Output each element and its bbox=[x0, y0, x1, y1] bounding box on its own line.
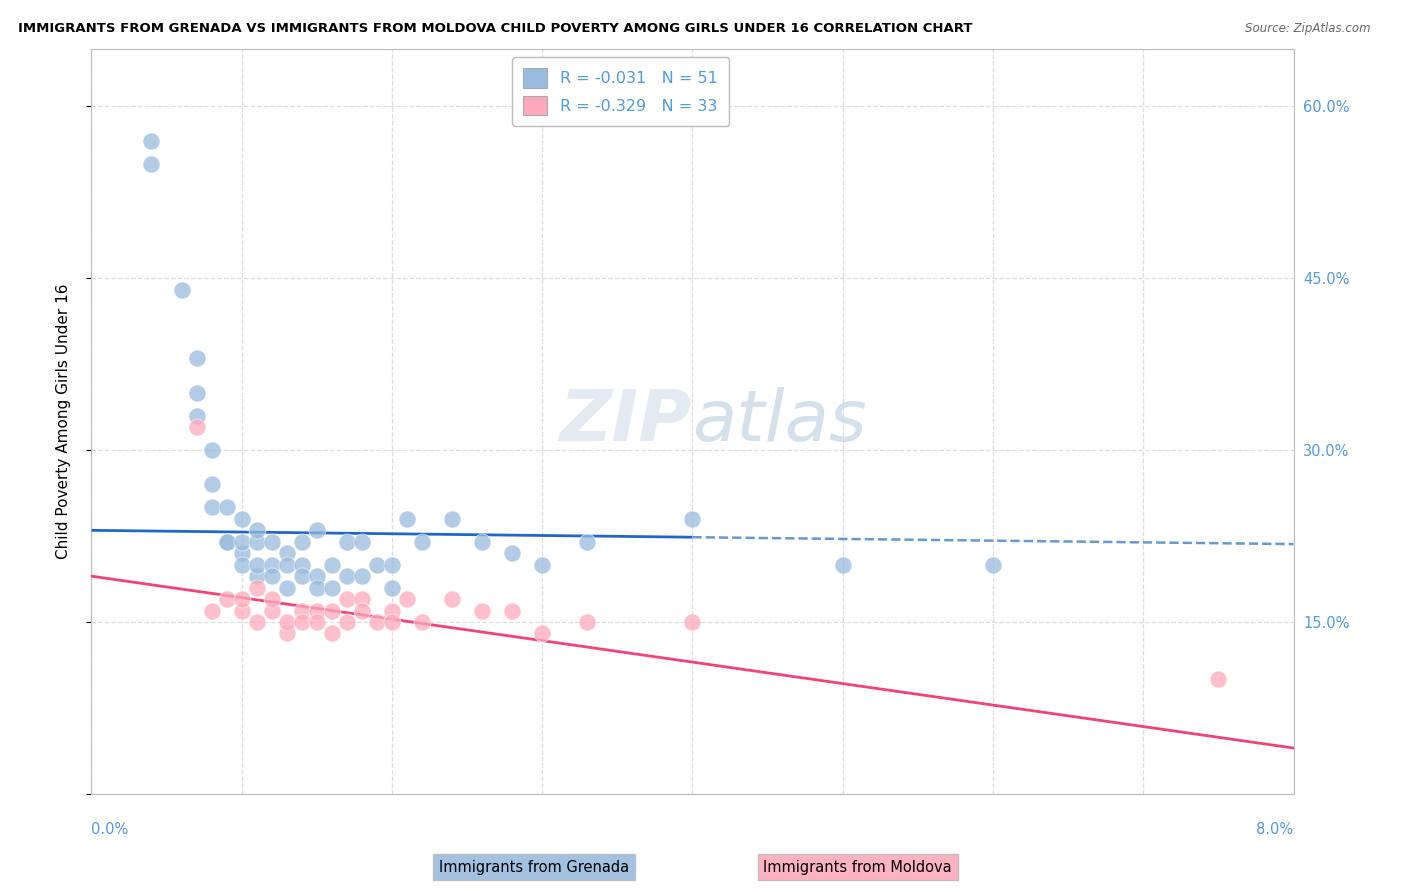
Point bbox=[276, 546, 298, 560]
Point bbox=[321, 603, 343, 617]
Point bbox=[411, 534, 433, 549]
Point bbox=[350, 603, 373, 617]
Point bbox=[440, 512, 463, 526]
Text: 8.0%: 8.0% bbox=[1257, 822, 1294, 837]
Point bbox=[350, 592, 373, 607]
Point bbox=[231, 592, 253, 607]
Point bbox=[395, 592, 418, 607]
Point bbox=[246, 534, 269, 549]
Point bbox=[246, 558, 269, 572]
Point bbox=[305, 603, 328, 617]
Point bbox=[411, 615, 433, 629]
Point bbox=[681, 512, 703, 526]
Point bbox=[831, 558, 853, 572]
Point bbox=[201, 443, 224, 458]
Legend: R = -0.031   N = 51, R = -0.329   N = 33: R = -0.031 N = 51, R = -0.329 N = 33 bbox=[512, 57, 728, 127]
Point bbox=[186, 420, 208, 434]
Point bbox=[186, 385, 208, 400]
Point bbox=[321, 626, 343, 640]
Point bbox=[291, 558, 314, 572]
Point bbox=[291, 615, 314, 629]
Text: Immigrants from Moldova: Immigrants from Moldova bbox=[763, 860, 952, 874]
Point bbox=[291, 534, 314, 549]
Point bbox=[576, 534, 599, 549]
Point bbox=[336, 534, 359, 549]
Point bbox=[305, 569, 328, 583]
Point bbox=[350, 569, 373, 583]
Point bbox=[215, 534, 238, 549]
Point bbox=[336, 615, 359, 629]
Point bbox=[246, 524, 269, 538]
Point bbox=[440, 592, 463, 607]
Text: atlas: atlas bbox=[692, 387, 868, 456]
Point bbox=[321, 581, 343, 595]
Point bbox=[215, 592, 238, 607]
Point bbox=[231, 546, 253, 560]
Point bbox=[260, 558, 283, 572]
Point bbox=[471, 603, 494, 617]
Point bbox=[471, 534, 494, 549]
Point bbox=[276, 615, 298, 629]
Point bbox=[381, 558, 404, 572]
Point bbox=[141, 156, 163, 170]
Point bbox=[381, 603, 404, 617]
Point bbox=[201, 477, 224, 491]
Point bbox=[215, 500, 238, 515]
Point bbox=[231, 534, 253, 549]
Text: IMMIGRANTS FROM GRENADA VS IMMIGRANTS FROM MOLDOVA CHILD POVERTY AMONG GIRLS UND: IMMIGRANTS FROM GRENADA VS IMMIGRANTS FR… bbox=[18, 22, 973, 36]
Text: Immigrants from Grenada: Immigrants from Grenada bbox=[439, 860, 630, 874]
Point bbox=[681, 615, 703, 629]
Point bbox=[291, 603, 314, 617]
Point bbox=[260, 592, 283, 607]
Y-axis label: Child Poverty Among Girls Under 16: Child Poverty Among Girls Under 16 bbox=[56, 284, 70, 559]
Point bbox=[305, 581, 328, 595]
Point bbox=[501, 603, 523, 617]
Point bbox=[276, 626, 298, 640]
Point bbox=[366, 615, 388, 629]
Point bbox=[321, 558, 343, 572]
Text: Source: ZipAtlas.com: Source: ZipAtlas.com bbox=[1246, 22, 1371, 36]
Point bbox=[531, 558, 554, 572]
Point bbox=[381, 615, 404, 629]
Point bbox=[186, 409, 208, 423]
Point bbox=[231, 512, 253, 526]
Point bbox=[336, 569, 359, 583]
Point bbox=[981, 558, 1004, 572]
Point bbox=[246, 569, 269, 583]
Point bbox=[260, 603, 283, 617]
Point bbox=[246, 581, 269, 595]
Point bbox=[201, 500, 224, 515]
Text: ZIP: ZIP bbox=[560, 387, 692, 456]
Point bbox=[246, 615, 269, 629]
Point bbox=[1208, 673, 1230, 687]
Point bbox=[531, 626, 554, 640]
Point bbox=[231, 603, 253, 617]
Point bbox=[260, 534, 283, 549]
Point bbox=[336, 592, 359, 607]
Point bbox=[201, 603, 224, 617]
Point bbox=[305, 615, 328, 629]
Point bbox=[170, 283, 193, 297]
Point bbox=[366, 558, 388, 572]
Point bbox=[260, 569, 283, 583]
Point bbox=[141, 134, 163, 148]
Point bbox=[501, 546, 523, 560]
Point bbox=[186, 351, 208, 366]
Text: 0.0%: 0.0% bbox=[91, 822, 128, 837]
Point bbox=[276, 558, 298, 572]
Point bbox=[350, 534, 373, 549]
Point bbox=[231, 558, 253, 572]
Point bbox=[215, 534, 238, 549]
Point bbox=[291, 569, 314, 583]
Point bbox=[305, 524, 328, 538]
Point bbox=[381, 581, 404, 595]
Point bbox=[395, 512, 418, 526]
Point bbox=[576, 615, 599, 629]
Point bbox=[276, 581, 298, 595]
